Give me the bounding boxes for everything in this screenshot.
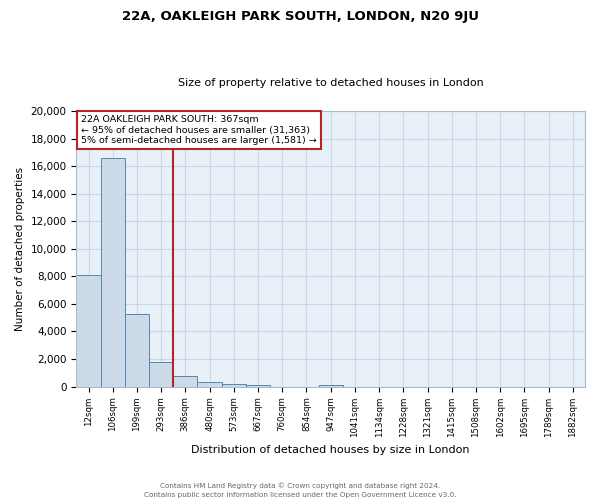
- Y-axis label: Number of detached properties: Number of detached properties: [15, 166, 25, 331]
- Bar: [101, 158, 125, 386]
- X-axis label: Distribution of detached houses by size in London: Distribution of detached houses by size …: [191, 445, 470, 455]
- Text: Contains public sector information licensed under the Open Government Licence v3: Contains public sector information licen…: [144, 492, 456, 498]
- Bar: [319, 384, 343, 386]
- Text: 22A, OAKLEIGH PARK SOUTH, LONDON, N20 9JU: 22A, OAKLEIGH PARK SOUTH, LONDON, N20 9J…: [121, 10, 479, 23]
- Bar: [76, 275, 101, 386]
- Bar: [173, 376, 197, 386]
- Bar: [125, 314, 149, 386]
- Text: 22A OAKLEIGH PARK SOUTH: 367sqm
← 95% of detached houses are smaller (31,363)
5%: 22A OAKLEIGH PARK SOUTH: 367sqm ← 95% of…: [81, 115, 317, 145]
- Text: Contains HM Land Registry data © Crown copyright and database right 2024.: Contains HM Land Registry data © Crown c…: [160, 482, 440, 489]
- Bar: [222, 384, 246, 386]
- Bar: [149, 362, 173, 386]
- Title: Size of property relative to detached houses in London: Size of property relative to detached ho…: [178, 78, 484, 88]
- Bar: [246, 384, 270, 386]
- Bar: [197, 382, 222, 386]
